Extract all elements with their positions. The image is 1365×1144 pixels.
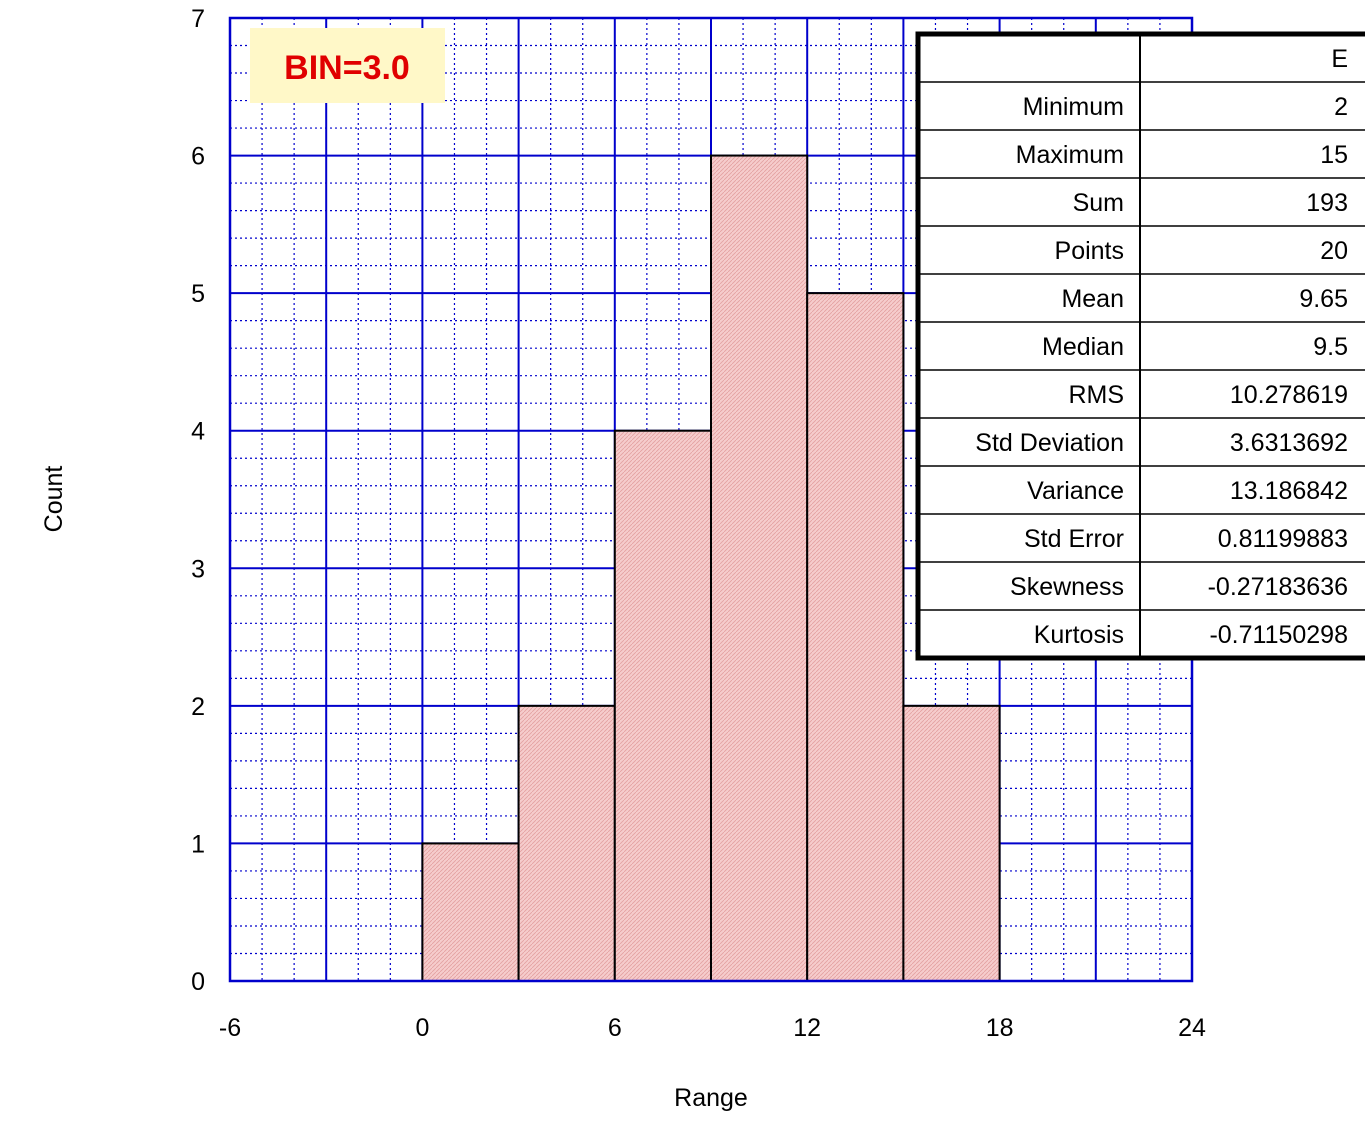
- y-tick-label: 5: [191, 280, 205, 308]
- statistics-table: E Minimum 2 Maximum 15 Sum 193 Points 20 Mean 9.65…: [915, 31, 1365, 661]
- y-tick-labels: 0 1 2 3 4 5 6 7: [191, 5, 205, 996]
- x-tick-label: 18: [986, 1014, 1014, 1042]
- y-tick-label: 0: [191, 968, 205, 996]
- histogram-bar: [613, 429, 712, 982]
- stats-row-value: -0.71150298: [1209, 621, 1348, 649]
- x-axis-label: Range: [674, 1084, 748, 1112]
- stats-row-label: Std Error: [1024, 525, 1124, 553]
- x-tick-label: 12: [793, 1014, 821, 1042]
- stats-row-label: Kurtosis: [1034, 621, 1124, 649]
- y-tick-label: 4: [191, 418, 205, 446]
- stats-row-value: 3.6313692: [1230, 429, 1348, 457]
- y-tick-label: 3: [191, 555, 205, 583]
- histogram-bars: [421, 154, 1001, 983]
- stats-table-header-value: E: [1331, 45, 1348, 73]
- bin-annotation-box: [250, 28, 445, 103]
- x-tick-label: -6: [219, 1014, 241, 1042]
- y-tick-label: 6: [191, 143, 205, 171]
- stats-row-label: Std Deviation: [975, 429, 1124, 457]
- stats-row-label: Points: [1055, 237, 1124, 265]
- stats-row-label: Minimum: [1023, 93, 1124, 121]
- stats-row-label: Variance: [1027, 477, 1124, 505]
- histogram-bar: [421, 842, 520, 983]
- stats-row-value: 10.278619: [1230, 381, 1348, 409]
- x-tick-label: 6: [608, 1014, 622, 1042]
- histogram-bar: [710, 154, 809, 983]
- stats-row-value: 9.65: [1299, 285, 1348, 313]
- stats-row-value: 0.81199883: [1218, 525, 1348, 553]
- stats-row-value: 20: [1320, 237, 1348, 265]
- x-tick-label: 24: [1178, 1014, 1206, 1042]
- stats-row-label: Mean: [1061, 285, 1124, 313]
- stats-row-label: Maximum: [1016, 141, 1124, 169]
- y-tick-label: 7: [191, 5, 205, 33]
- stats-row-value: 2: [1334, 93, 1348, 121]
- stats-row-label: Median: [1042, 333, 1124, 361]
- y-axis-label: Count: [40, 466, 68, 533]
- x-tick-labels: -6 0 6 12 18 24: [219, 1014, 1206, 1042]
- stats-row-label: Skewness: [1010, 573, 1124, 601]
- x-tick-label: 0: [415, 1014, 429, 1042]
- y-tick-label: 1: [191, 830, 205, 858]
- stats-row-value: -0.27183636: [1208, 573, 1348, 601]
- stats-row-value: 9.5: [1313, 333, 1348, 361]
- histogram-bar: [806, 292, 905, 982]
- stats-row-value: 13.186842: [1230, 477, 1348, 505]
- y-tick-label: 2: [191, 693, 205, 721]
- bin-annotation: BIN=3.0: [250, 28, 445, 103]
- stats-row-label: Sum: [1073, 189, 1124, 217]
- bin-annotation-text: BIN=3.0: [284, 49, 410, 87]
- histogram-bar: [902, 704, 1001, 982]
- stats-row-value: 193: [1306, 189, 1348, 217]
- histogram-bar: [517, 704, 616, 982]
- stats-table-frame: [915, 31, 1365, 661]
- stats-row-value: 15: [1320, 141, 1348, 169]
- stats-row-label: RMS: [1068, 381, 1124, 409]
